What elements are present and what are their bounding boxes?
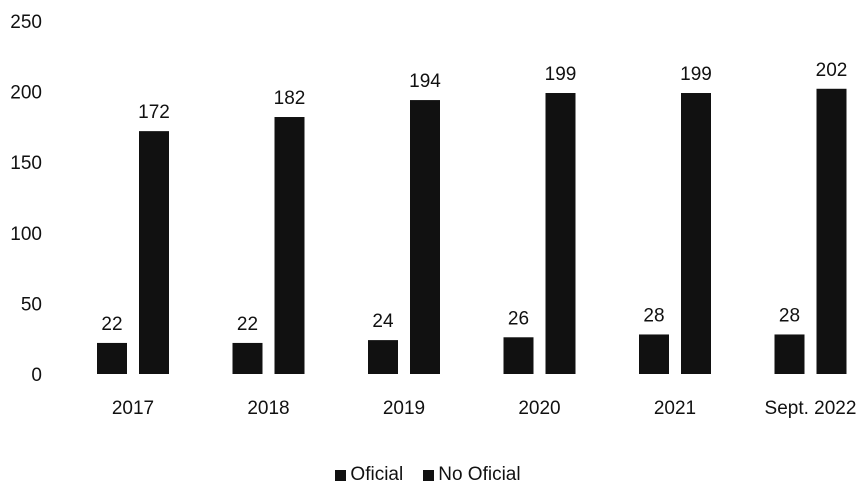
data-label-oficial: 22	[101, 314, 122, 335]
y-tick-label: 0	[31, 365, 42, 386]
data-label-oficial: 28	[779, 305, 800, 326]
bar-no-oficial	[816, 88, 847, 374]
y-tick-label: 200	[10, 83, 42, 104]
y-tick-label: 250	[10, 12, 42, 33]
bar-no-oficial	[681, 93, 711, 375]
bar-oficial	[774, 334, 805, 374]
data-label-oficial: 24	[372, 311, 394, 332]
legend-item-no-oficial: No Oficial	[423, 464, 521, 486]
x-tick-label: Sept. 2022	[765, 398, 856, 419]
data-label-no-oficial: 199	[545, 64, 577, 85]
y-tick-label: 100	[10, 224, 42, 245]
bar-no-oficial	[410, 100, 440, 375]
data-label-no-oficial: 182	[274, 88, 306, 109]
x-tick-label: 2019	[383, 398, 425, 419]
bar-no-oficial	[274, 117, 305, 375]
x-axis: 2017 2018 2019 2020 2021 Sept. 2022	[112, 398, 856, 419]
data-labels-group: 22 172 22 182 24 194 26 199 28 199 28 202	[101, 60, 847, 335]
data-label-no-oficial: 194	[409, 71, 441, 92]
bar-oficial	[368, 340, 398, 374]
bar-oficial	[639, 334, 669, 374]
x-tick-label: 2021	[654, 398, 696, 419]
legend-swatch-no-oficial	[423, 469, 435, 481]
bar-oficial	[503, 337, 534, 374]
legend-label-oficial: Oficial	[350, 464, 404, 485]
y-axis: 0 50 100 150 200 250	[10, 12, 42, 386]
data-label-no-oficial: 172	[138, 102, 170, 123]
legend: Oficial No Oficial	[0, 463, 856, 487]
bars-group	[97, 88, 847, 375]
data-label-oficial: 28	[643, 305, 664, 326]
bar-no-oficial	[545, 93, 576, 375]
bar-oficial	[232, 342, 263, 374]
legend-label-no-oficial: No Oficial	[438, 464, 521, 485]
data-label-oficial: 22	[237, 314, 258, 335]
data-label-oficial: 26	[508, 308, 529, 329]
legend-swatch-oficial	[335, 469, 347, 481]
bar-oficial	[97, 342, 127, 374]
y-tick-label: 150	[10, 153, 42, 174]
data-label-no-oficial: 199	[680, 64, 712, 85]
y-tick-label: 50	[21, 294, 42, 315]
x-tick-label: 2018	[247, 398, 289, 419]
x-tick-label: 2017	[112, 398, 154, 419]
data-label-no-oficial: 202	[816, 60, 848, 81]
x-tick-label: 2020	[518, 398, 560, 419]
legend-item-oficial: Oficial	[335, 464, 403, 486]
bar-no-oficial	[139, 131, 169, 374]
